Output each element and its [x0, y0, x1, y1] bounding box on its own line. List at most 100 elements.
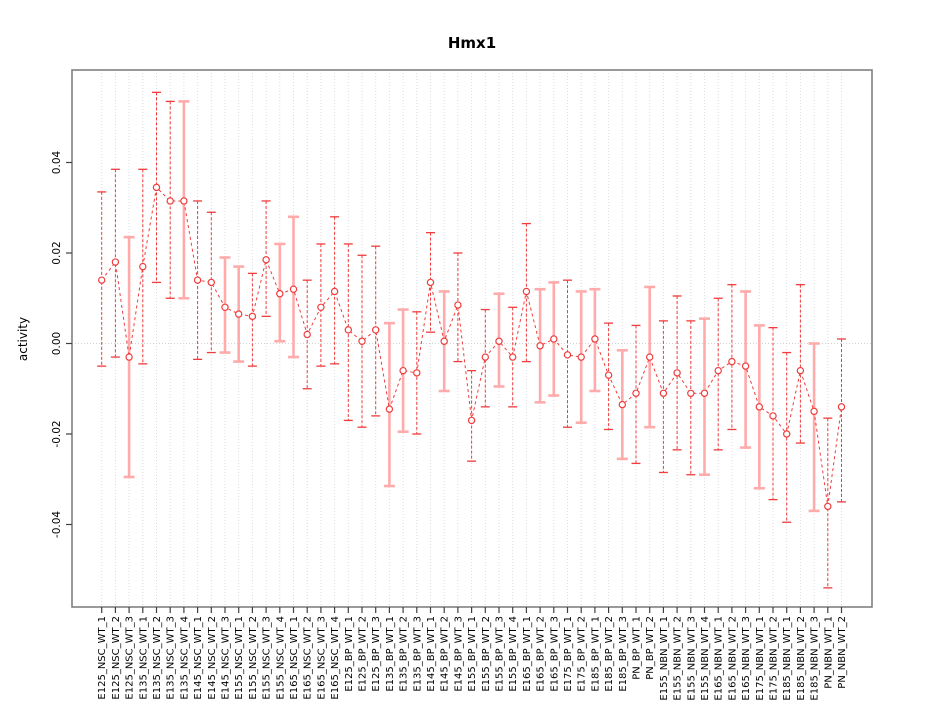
point-marker: [234, 310, 243, 318]
error-bar: [563, 279, 572, 428]
x-tick-label: E155_NSC_WT_2: [248, 616, 259, 700]
x-tick-label: E125_NSC_WT_3: [125, 616, 136, 700]
point-marker: [837, 403, 846, 411]
x-tick-label: E145_NSC_WT_1: [193, 616, 204, 700]
x-tick-label: E125_BP_WT_1: [344, 616, 355, 692]
y-axis-label: activity: [16, 317, 30, 361]
x-tick-label: E165_NSC_WT_2: [303, 616, 314, 700]
point-marker: [166, 197, 174, 205]
x-tick-label: E185_NBN_WT_3: [810, 616, 821, 701]
error-bar: [165, 100, 175, 299]
point-marker: [426, 278, 435, 287]
point-marker: [303, 330, 311, 339]
x-tick-label: E165_NBN_WT_2: [727, 616, 738, 701]
point-marker: [591, 335, 599, 343]
point-marker: [618, 400, 627, 409]
y-tick-label: -0.04: [51, 511, 63, 538]
point-marker: [467, 416, 476, 425]
x-tick-label: E155_NBN_WT_3: [686, 616, 697, 701]
error-bar: [795, 284, 805, 444]
x-tick-label: E175_BP_WT_2: [577, 616, 588, 692]
point-marker: [330, 287, 339, 296]
point-marker: [563, 351, 572, 359]
x-tick-label: E155_NSC_WT_1: [234, 616, 245, 700]
point-marker: [139, 262, 147, 271]
point-marker: [632, 389, 640, 397]
x-tick-label: E165_BP_WT_2: [536, 616, 547, 692]
point-marker: [728, 357, 736, 366]
point-marker: [262, 256, 270, 264]
point-marker: [152, 183, 161, 192]
point-marker: [207, 278, 215, 287]
error-bar: [727, 284, 737, 431]
x-tick-label: PN_NBN_WT_2: [837, 616, 848, 689]
point-marker: [495, 337, 503, 345]
point-marker: [193, 276, 202, 284]
point-marker: [111, 258, 120, 266]
point-marker: [755, 403, 764, 411]
x-tick-label: E155_NBN_WT_1: [659, 616, 670, 701]
point-marker: [536, 342, 544, 350]
x-tick-label: E185_BP_WT_2: [604, 616, 615, 692]
error-bar: [426, 231, 435, 333]
point-marker: [372, 326, 380, 334]
point-marker: [276, 290, 284, 298]
x-tick-label: E125_BP_WT_2: [358, 616, 369, 692]
error-bar: [302, 279, 312, 390]
point-marker: [700, 389, 709, 397]
point-marker: [481, 353, 489, 361]
x-tick-label: E145_NSC_WT_2: [207, 616, 218, 700]
point-marker: [673, 369, 681, 377]
error-bar: [453, 252, 463, 363]
error-bar: [837, 338, 846, 503]
point-marker: [659, 389, 668, 397]
data-series: [97, 91, 846, 589]
error-bar: [782, 351, 792, 523]
point-marker: [180, 197, 188, 205]
x-tick-label: E165_NBN_WT_1: [714, 616, 725, 701]
x-tick-label: E145_BP_WT_3: [453, 616, 464, 692]
error-bar: [343, 243, 353, 422]
plot-title: Hmx1: [448, 34, 496, 52]
point-marker: [550, 335, 558, 343]
point-marker: [783, 430, 791, 438]
point-marker: [577, 353, 585, 361]
error-bar: [521, 222, 531, 363]
point-marker: [399, 366, 407, 375]
point-marker: [125, 353, 133, 361]
error-bar: [193, 200, 203, 360]
x-tick-label: E145_BP_WT_1: [426, 616, 437, 692]
x-tick-label: E155_BP_WT_1: [467, 616, 478, 692]
x-tick-label: E185_NBN_WT_1: [782, 616, 793, 701]
point-marker: [385, 405, 394, 413]
x-tick-label: E135_NSC_WT_3: [166, 616, 177, 700]
x-tick-label: E175_NBN_WT_2: [769, 616, 780, 701]
point-marker: [454, 301, 462, 309]
x-tick-label: E185_NBN_WT_2: [796, 616, 807, 701]
x-tick-label: E185_BP_WT_1: [590, 616, 601, 692]
error-bar: [371, 245, 381, 417]
x-tick-label: E175_NBN_WT_1: [755, 616, 766, 701]
error-bar: [808, 342, 820, 513]
x-tick-label: E155_NSC_WT_4: [275, 616, 286, 700]
point-marker: [810, 407, 818, 416]
x-tick-label: E135_BP_WT_2: [399, 616, 410, 692]
error-bar: [508, 306, 518, 408]
x-tick-label: E145_BP_WT_2: [440, 616, 451, 692]
point-marker: [248, 312, 257, 321]
x-tick-label: E125_NSC_WT_2: [111, 616, 122, 700]
x-tick-label: PN_BP_WT_2: [645, 616, 656, 680]
point-marker: [769, 412, 777, 420]
point-marker: [714, 366, 722, 375]
y-tick-label: 0.02: [51, 241, 63, 264]
x-tick-label: E185_BP_WT_3: [618, 616, 629, 692]
x-tick-label: E145_NSC_WT_3: [221, 616, 232, 700]
x-tick-label: E135_BP_WT_3: [412, 616, 423, 692]
x-tick-label: E165_NSC_WT_1: [289, 616, 300, 700]
error-bar: [631, 324, 641, 465]
point-marker: [289, 285, 298, 293]
point-marker: [344, 326, 352, 334]
point-marker: [687, 389, 695, 397]
error-bar: [604, 322, 614, 431]
